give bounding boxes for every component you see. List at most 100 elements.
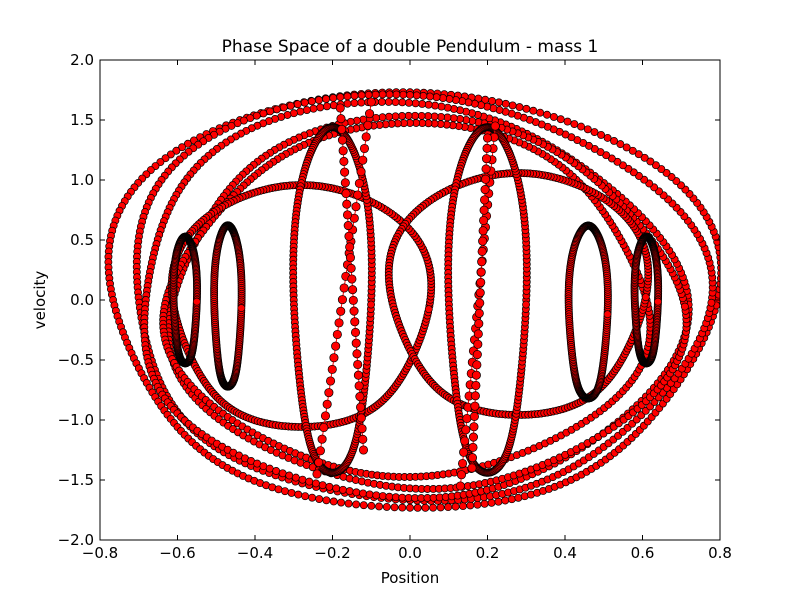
data-point bbox=[398, 112, 406, 120]
x-tick-label: −0.8 bbox=[82, 544, 118, 562]
data-point bbox=[429, 503, 437, 512]
data-point bbox=[481, 164, 491, 174]
x-tick-label: −0.6 bbox=[159, 544, 195, 562]
data-point bbox=[349, 306, 359, 316]
data-point bbox=[336, 114, 346, 124]
data-point bbox=[347, 274, 357, 284]
data-point bbox=[514, 493, 523, 502]
data-point bbox=[318, 481, 327, 490]
data-point bbox=[278, 469, 287, 478]
data-point bbox=[424, 112, 433, 121]
data-point bbox=[366, 97, 376, 107]
data-point bbox=[325, 482, 334, 491]
data-point bbox=[501, 496, 510, 505]
data-point bbox=[367, 300, 376, 309]
x-tick-label: 0.8 bbox=[708, 544, 732, 562]
data-point bbox=[352, 488, 361, 497]
data-point bbox=[470, 401, 480, 411]
data-point bbox=[603, 310, 612, 319]
data-point bbox=[628, 146, 637, 155]
data-point bbox=[331, 341, 341, 351]
data-point bbox=[342, 199, 352, 209]
data-point bbox=[508, 101, 517, 110]
data-point bbox=[178, 143, 186, 152]
data-point bbox=[323, 102, 331, 111]
data-point bbox=[364, 109, 375, 119]
data-point bbox=[329, 353, 339, 363]
x-tick-label: 0.4 bbox=[553, 544, 577, 562]
data-point bbox=[332, 484, 341, 493]
data-point bbox=[439, 94, 447, 103]
data-point bbox=[339, 156, 349, 166]
data-point bbox=[357, 424, 367, 434]
data-point bbox=[365, 490, 374, 499]
data-point bbox=[468, 432, 478, 442]
data-point bbox=[356, 413, 366, 423]
data-point bbox=[501, 99, 510, 108]
data-point bbox=[406, 503, 414, 512]
data-point bbox=[478, 226, 488, 236]
data-point bbox=[356, 167, 366, 177]
data-point bbox=[412, 91, 421, 100]
y-tick-label: −1.0 bbox=[58, 411, 94, 429]
data-point bbox=[461, 425, 471, 435]
data-point bbox=[351, 202, 361, 212]
data-point bbox=[352, 349, 362, 359]
data-point bbox=[482, 143, 492, 153]
data-point bbox=[357, 91, 366, 100]
data-point bbox=[279, 103, 288, 112]
data-point bbox=[424, 100, 433, 109]
data-point bbox=[476, 267, 486, 277]
data-point bbox=[583, 125, 592, 134]
data-point bbox=[458, 97, 467, 106]
data-point bbox=[616, 140, 625, 149]
data-point bbox=[622, 143, 631, 152]
data-point bbox=[406, 90, 414, 99]
data-point bbox=[332, 329, 342, 340]
data-point bbox=[398, 98, 407, 107]
data-point bbox=[346, 263, 356, 273]
data-point bbox=[391, 112, 400, 121]
data-point bbox=[482, 133, 493, 143]
data-point bbox=[329, 497, 338, 506]
data-point bbox=[467, 453, 478, 463]
data-point bbox=[646, 157, 655, 166]
data-point bbox=[471, 370, 481, 380]
data-point bbox=[404, 111, 413, 120]
data-point bbox=[480, 499, 489, 508]
data-point bbox=[470, 391, 480, 401]
data-point bbox=[355, 392, 365, 402]
y-tick-label: −0.5 bbox=[58, 351, 94, 369]
data-point bbox=[462, 413, 472, 424]
data-point bbox=[314, 457, 324, 467]
chart-title: Phase Space of a double Pendulum - mass … bbox=[222, 37, 599, 57]
axis-ticks: −0.8 −0.6 −0.4 −0.2 0.0 0.2 0.4 0.6 0.8 −2.0 −1.5 −… bbox=[58, 51, 732, 562]
data-point bbox=[358, 445, 369, 455]
data-point bbox=[603, 133, 612, 142]
data-point bbox=[391, 98, 400, 107]
data-point bbox=[315, 96, 323, 105]
data-point bbox=[294, 490, 303, 499]
data-point bbox=[472, 360, 482, 370]
data-point bbox=[536, 108, 545, 117]
data-point bbox=[640, 153, 649, 162]
data-point bbox=[338, 485, 347, 494]
data-point bbox=[411, 99, 420, 108]
data-point bbox=[266, 107, 275, 116]
data-point bbox=[411, 111, 420, 120]
data-point bbox=[424, 305, 433, 314]
data-point bbox=[421, 503, 430, 512]
data-layer bbox=[104, 88, 720, 512]
data-point bbox=[468, 442, 478, 452]
data-point bbox=[334, 318, 344, 328]
data-point bbox=[345, 242, 355, 252]
data-point bbox=[418, 99, 427, 108]
y-tick-label: 2.0 bbox=[70, 51, 94, 69]
data-point bbox=[487, 498, 496, 507]
data-point bbox=[385, 112, 393, 121]
data-point bbox=[478, 236, 488, 246]
data-point bbox=[315, 495, 324, 503]
x-tick-label: −0.2 bbox=[314, 544, 350, 562]
data-point bbox=[610, 137, 618, 145]
